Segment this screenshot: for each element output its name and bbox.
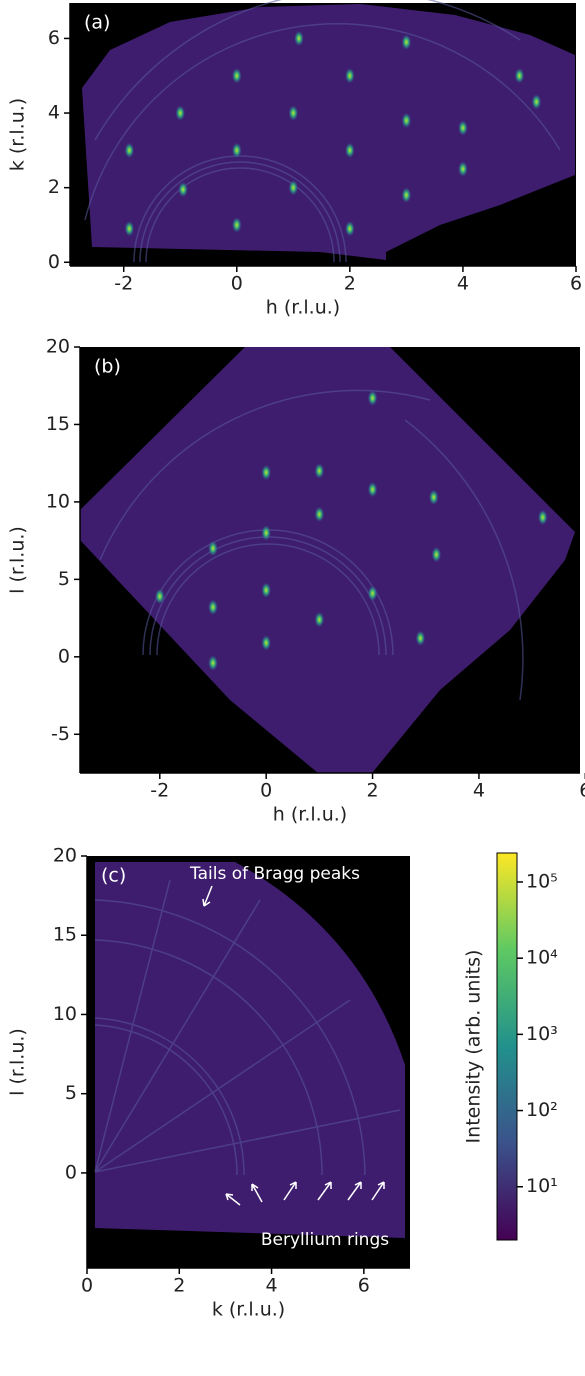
y-axis-title: l (r.l.u.)	[7, 1028, 29, 1096]
bragg-peak	[124, 142, 135, 159]
bragg-peak	[207, 540, 218, 557]
data-region	[82, 4, 575, 260]
bragg-peak	[175, 105, 186, 122]
x-tick-label: 2	[344, 273, 356, 295]
bragg-peak	[207, 599, 218, 616]
x-tick-label: 6	[570, 273, 582, 295]
arrow	[371, 1181, 385, 1201]
data-region	[80, 347, 575, 773]
bragg-peak	[537, 509, 548, 526]
y-tick-label: 4	[48, 102, 60, 124]
x-axis-title: k (r.l.u.)	[212, 1299, 285, 1321]
bragg-peak	[367, 585, 378, 602]
bragg-peak	[207, 655, 218, 672]
colorbar-tick-label: 10³	[526, 1023, 558, 1045]
bragg-peak	[288, 179, 299, 196]
bragg-peak	[178, 181, 189, 198]
x-tick-label: -2	[150, 780, 169, 802]
bragg-peak	[344, 67, 355, 84]
arrow	[202, 885, 213, 907]
y-tick-label: 15	[46, 413, 70, 435]
y-axis-title: l (r.l.u.)	[7, 526, 29, 594]
y-tick-label: 0	[48, 251, 60, 273]
bragg-peak	[344, 220, 355, 237]
x-tick-label: 0	[81, 1275, 93, 1297]
y-axis-title: k (r.l.u.)	[7, 98, 29, 171]
x-axis-title: h (r.l.u.)	[273, 804, 347, 826]
bragg-peak	[428, 489, 439, 506]
x-tick-label: 4	[457, 273, 469, 295]
bragg-peak	[124, 220, 135, 237]
colorbar-tick-label: 10¹	[526, 1175, 558, 1197]
bragg-peak	[261, 524, 272, 541]
colorbar-tick-label: 10²	[526, 1099, 558, 1121]
y-tick-label: 20	[46, 336, 70, 358]
x-tick-label: 0	[231, 273, 243, 295]
bragg-peak	[154, 588, 165, 605]
bragg-peak	[401, 34, 412, 51]
y-tick-label: 15	[53, 924, 77, 946]
panel-label: (c)	[101, 865, 126, 887]
bragg-peak	[531, 93, 542, 110]
bragg-peak	[231, 67, 242, 84]
y-tick-label: 5	[65, 1082, 77, 1104]
bragg-peak	[314, 506, 325, 523]
annotation: Tails of Bragg peaks	[189, 864, 360, 884]
panel-label: (a)	[84, 12, 110, 34]
y-tick-label: 10	[46, 490, 70, 512]
x-axis-title: h (r.l.u.)	[266, 297, 340, 319]
x-tick-label: -2	[114, 273, 133, 295]
bragg-peak	[367, 390, 378, 407]
bragg-peak	[314, 611, 325, 628]
bragg-peak	[288, 105, 299, 122]
bragg-peak	[457, 161, 468, 178]
x-tick-label: 4	[473, 780, 485, 802]
bragg-peak	[415, 630, 426, 647]
bragg-peak	[367, 481, 378, 498]
bragg-peak	[261, 582, 272, 599]
y-tick-label: 5	[58, 568, 70, 590]
x-tick-label: 6	[579, 780, 585, 802]
annotation: Beryllium rings	[261, 1230, 389, 1250]
bragg-peak	[401, 112, 412, 129]
colorbar-tick-label: 10⁵	[526, 870, 558, 892]
bragg-peak	[431, 546, 442, 563]
arrow	[283, 1181, 297, 1201]
y-tick-label: -5	[51, 723, 70, 745]
x-tick-label: 4	[266, 1275, 278, 1297]
annotations	[202, 885, 385, 1206]
x-tick-label: 0	[260, 780, 272, 802]
bragg-peak	[293, 30, 304, 47]
y-tick-label: 10	[53, 1003, 77, 1025]
y-tick-label: 2	[48, 176, 60, 198]
y-tick-label: 20	[53, 845, 77, 867]
arrow	[347, 1181, 362, 1201]
colorbar-tick-label: 10⁴	[526, 947, 558, 969]
x-tick-label: 2	[367, 780, 379, 802]
arrow	[317, 1181, 332, 1201]
bragg-peak	[344, 142, 355, 159]
x-tick-label: 2	[173, 1275, 185, 1297]
bragg-peak	[261, 634, 272, 651]
colorbar	[496, 852, 518, 1241]
bragg-peak	[314, 462, 325, 479]
plots: -2 0 2 4 6 0 2 4 6 h (r.l.u.) k (r.l.u.) (a) -2 0 2 4 6 -…	[7, 0, 585, 1321]
arrow	[251, 1183, 263, 1203]
y-tick-label: 0	[58, 645, 70, 667]
bragg-peak	[457, 119, 468, 136]
bragg-peak	[514, 67, 525, 84]
y-tick-label: 0	[65, 1161, 77, 1183]
arrow	[225, 1193, 241, 1206]
y-tick-label: 6	[48, 27, 60, 49]
colorbar-title: Intensity (arb. units)	[463, 950, 485, 1144]
panel-label: (b)	[94, 356, 121, 378]
bragg-peak	[231, 142, 242, 159]
bragg-peak	[231, 216, 242, 233]
bragg-peak	[261, 464, 272, 481]
bragg-peak	[401, 187, 412, 204]
x-tick-label: 6	[358, 1275, 370, 1297]
rings	[94, 879, 401, 1176]
